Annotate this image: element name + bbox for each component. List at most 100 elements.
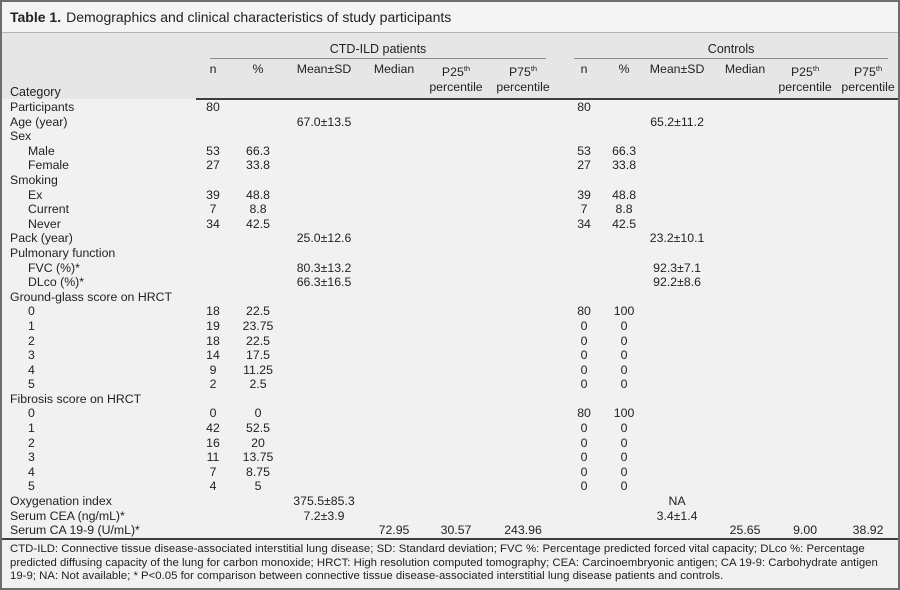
- cell: 0: [580, 333, 588, 348]
- cell: [640, 158, 714, 173]
- cell: [486, 173, 560, 188]
- col-p75-ctd: P75th percentile: [486, 59, 561, 100]
- cell: [426, 509, 486, 524]
- cell: [486, 479, 560, 494]
- cell: [776, 231, 834, 246]
- table-header: Category CTD-ILD patients Controls n % M…: [2, 33, 898, 100]
- cell: [230, 509, 286, 524]
- cell: [776, 115, 834, 130]
- p25-percentile-label: percentile: [429, 79, 483, 94]
- cell: [486, 421, 560, 436]
- cell: [714, 246, 776, 261]
- cell: [608, 509, 640, 524]
- row-label: 4: [28, 464, 35, 479]
- cell: [640, 523, 714, 538]
- group-header-controls: Controls: [560, 33, 898, 59]
- row-label: Pack (year): [10, 231, 73, 246]
- cell: [714, 494, 776, 509]
- cell: [560, 392, 608, 407]
- cell: [362, 334, 426, 349]
- p25-sup: th: [463, 64, 471, 73]
- cell: 33.8: [612, 158, 637, 173]
- cell: [714, 348, 776, 363]
- cell: 80: [577, 406, 591, 421]
- cell: [560, 173, 608, 188]
- cell: [362, 261, 426, 276]
- cell: [608, 261, 640, 276]
- cell: [196, 129, 230, 144]
- cell: [196, 115, 230, 130]
- cell: 16: [206, 435, 220, 450]
- cell: [776, 246, 834, 261]
- row-label: 3: [28, 348, 35, 363]
- table-row: Sex: [2, 129, 898, 144]
- cell: [196, 231, 230, 246]
- cell: 23.75: [242, 318, 274, 333]
- cell: [834, 392, 898, 407]
- cell: 0: [580, 377, 588, 392]
- cell: 0: [580, 479, 588, 494]
- cell: [230, 99, 286, 115]
- cell: [286, 99, 362, 115]
- table-row: 1 42 52.5 0 0: [2, 421, 898, 436]
- cell: [714, 377, 776, 392]
- cell: [834, 173, 898, 188]
- cell: 17.5: [246, 348, 270, 363]
- cell: [608, 129, 640, 144]
- cell: [776, 479, 834, 494]
- cell: [776, 377, 834, 392]
- cell: 20: [251, 435, 265, 450]
- cell: 0: [620, 421, 628, 436]
- cell: [230, 523, 286, 538]
- p75-percentile-label: percentile: [496, 79, 550, 94]
- group-header-ctd-ild: CTD-ILD patients: [196, 33, 560, 59]
- cell: [776, 261, 834, 276]
- cell: [714, 363, 776, 378]
- cell: [776, 363, 834, 378]
- table-title-text: Demographics and clinical characteristic…: [66, 9, 452, 25]
- table-row: Pack (year) 25.0±12.6 23.2±10.1: [2, 231, 898, 246]
- row-label: DLco (%)*: [28, 275, 85, 290]
- cell: [776, 406, 834, 421]
- col-pct-ctd: %: [230, 59, 286, 100]
- cell: [834, 494, 898, 509]
- cell: [640, 348, 714, 363]
- cell: [362, 246, 426, 261]
- cell: [640, 290, 714, 305]
- cell: [362, 275, 426, 290]
- cell: [286, 202, 362, 217]
- cell: [426, 450, 486, 465]
- cell: [486, 217, 560, 232]
- cell: [714, 202, 776, 217]
- cell: [486, 465, 560, 480]
- cell: [714, 450, 776, 465]
- cell: [714, 275, 776, 290]
- cell: [426, 465, 486, 480]
- col-p25-controls: P25th percentile: [776, 59, 835, 100]
- cell: [640, 421, 714, 436]
- cell: [640, 334, 714, 349]
- cell: 243.96: [504, 523, 542, 538]
- cell: [776, 290, 834, 305]
- cell: [230, 173, 286, 188]
- cell: [608, 115, 640, 130]
- cell: [286, 406, 362, 421]
- table-row: Current 7 8.8 7 8.8: [2, 202, 898, 217]
- cell: [486, 275, 560, 290]
- cell: [640, 465, 714, 480]
- cell: 9.00: [793, 523, 818, 538]
- cell: [362, 115, 426, 130]
- cell: [834, 144, 898, 159]
- cell: 42.5: [246, 216, 270, 231]
- cell: [560, 494, 608, 509]
- cell: [426, 304, 486, 319]
- cell: [640, 129, 714, 144]
- cell: [286, 479, 362, 494]
- row-label: Ground-glass score on HRCT: [10, 289, 172, 304]
- cell: [714, 406, 776, 421]
- table-row: Pulmonary function: [2, 246, 898, 261]
- cell: [362, 188, 426, 203]
- cell: 42.5: [612, 216, 637, 231]
- cell: [230, 115, 286, 130]
